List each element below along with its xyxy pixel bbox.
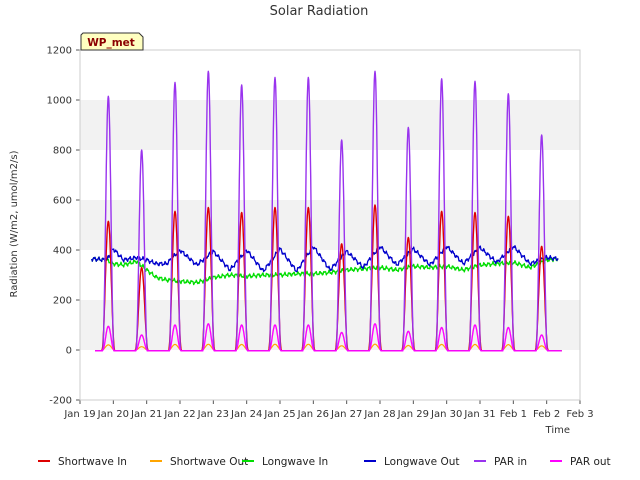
station-badge-label: WP_met (87, 37, 135, 49)
y-tick-label: 200 (53, 296, 72, 307)
y-tick-label: 0 (66, 346, 72, 357)
x-tick-label: Feb 1 (500, 409, 527, 420)
x-tick-label: Jan 29 (397, 409, 429, 420)
x-tick-label: Jan 20 (97, 409, 129, 420)
series-layer (91, 70, 562, 352)
grid-band (80, 300, 580, 350)
x-tick-label: Jan 28 (363, 409, 395, 420)
y-tick-label: 800 (53, 146, 72, 157)
x-tick-label: Jan 19 (63, 409, 95, 420)
x-tick-label: Feb 2 (533, 409, 560, 420)
legend-label: PAR in (494, 456, 527, 468)
plot-frame (79, 49, 581, 401)
series-par-out (94, 323, 562, 352)
x-tick-label: Jan 30 (430, 409, 462, 420)
x-tick-label: Jan 31 (463, 409, 495, 420)
legend-label: Shortwave Out (170, 456, 248, 468)
x-tick-label: Jan 23 (197, 409, 229, 420)
y-axis-label: Radiation (W/m2, umol/m2/s) (9, 150, 20, 297)
x-tick-label: Jan 27 (330, 409, 362, 420)
legend-label: Shortwave In (58, 456, 127, 468)
grid-band (80, 200, 580, 250)
y-axis-ticks: -200 0 200 400 600 800 1000 1200 (47, 46, 80, 407)
y-tick-label: 400 (53, 246, 72, 257)
station-badge: WP_met (80, 32, 144, 51)
x-axis-label: Time (545, 425, 570, 436)
grid-bands (80, 100, 580, 350)
x-tick-label: Jan 21 (130, 409, 162, 420)
y-tick-label: 1200 (47, 46, 72, 57)
legend-label: Longwave Out (384, 456, 459, 468)
y-tick-label: 1000 (47, 96, 72, 107)
legend-label: Longwave In (262, 456, 328, 468)
y-tick-label: 600 (53, 196, 72, 207)
x-tick-label: Jan 25 (263, 409, 295, 420)
series-longwave-out (91, 245, 559, 273)
legend-label: PAR out (570, 456, 611, 468)
y-tick-label: -200 (49, 396, 72, 407)
x-axis-ticks: Jan 19 Jan 20 Jan 21 Jan 22 Jan 23 Jan 24 Jan … (63, 400, 594, 420)
grid-band (80, 100, 580, 150)
x-tick-label: Jan 24 (230, 409, 262, 420)
series-longwave-in (91, 256, 559, 286)
x-tick-label: Jan 22 (163, 409, 195, 420)
chart-title: Solar Radiation (270, 4, 369, 19)
x-tick-label: Feb 3 (566, 409, 593, 420)
x-tick-label: Jan 26 (297, 409, 329, 420)
legend: Shortwave In Shortwave Out Longwave In Long… (38, 456, 611, 468)
